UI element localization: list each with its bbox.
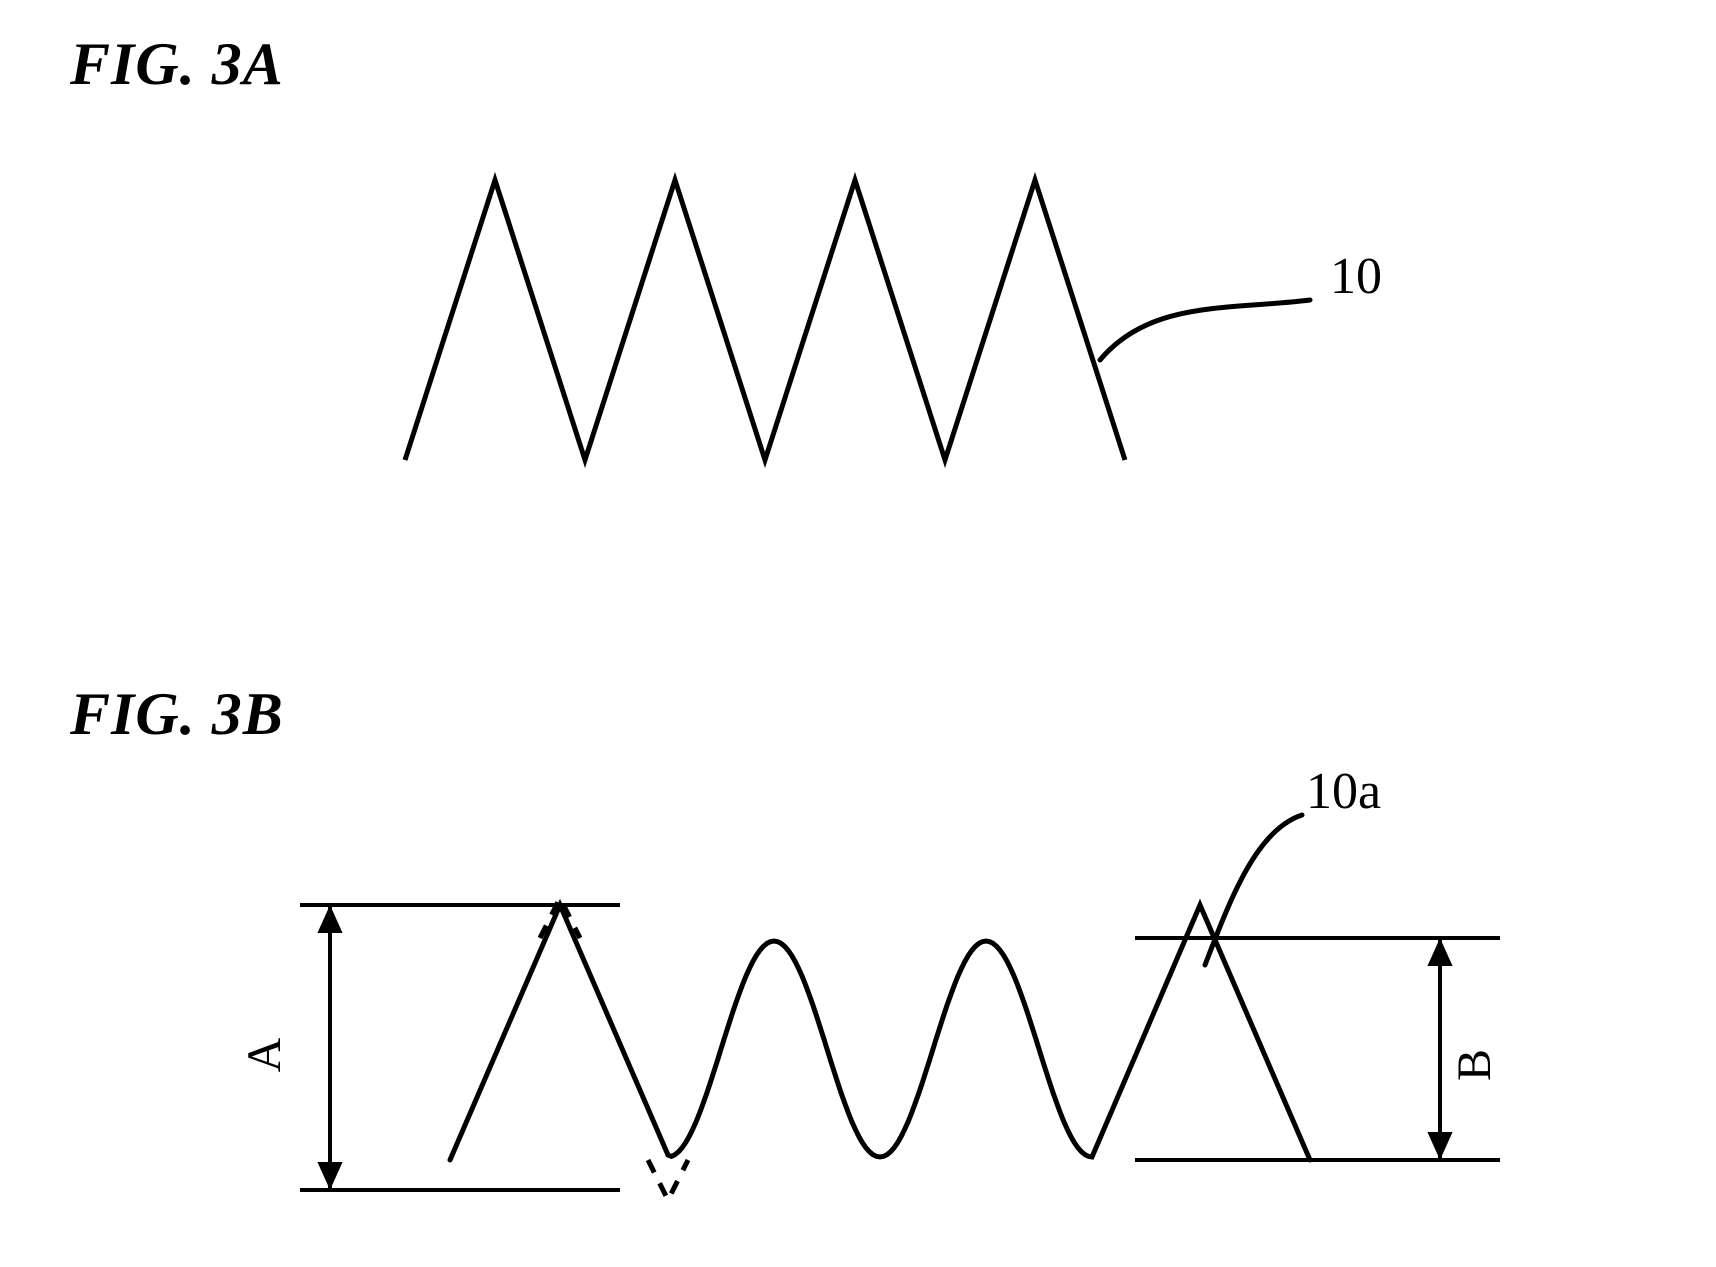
dimension-a-group: A <box>238 905 620 1190</box>
dim-b-label: B <box>1448 1049 1501 1081</box>
dim-a-arrow-bot <box>317 1162 342 1190</box>
dim-a-label: A <box>238 1037 291 1072</box>
dim-a-arrow-top <box>317 905 342 933</box>
dashed-apex-down <box>648 1160 688 1200</box>
dimension-b-group: B <box>1135 938 1501 1160</box>
callout-label-10a: 10a <box>1306 763 1381 820</box>
figure-3b-canvas: A B 10a <box>0 0 1716 1267</box>
wave-waveform <box>450 905 1310 1160</box>
dim-b-arrow-bot <box>1427 1132 1452 1160</box>
dim-b-arrow-top <box>1427 938 1452 966</box>
leader-curve-10a <box>1205 815 1302 965</box>
